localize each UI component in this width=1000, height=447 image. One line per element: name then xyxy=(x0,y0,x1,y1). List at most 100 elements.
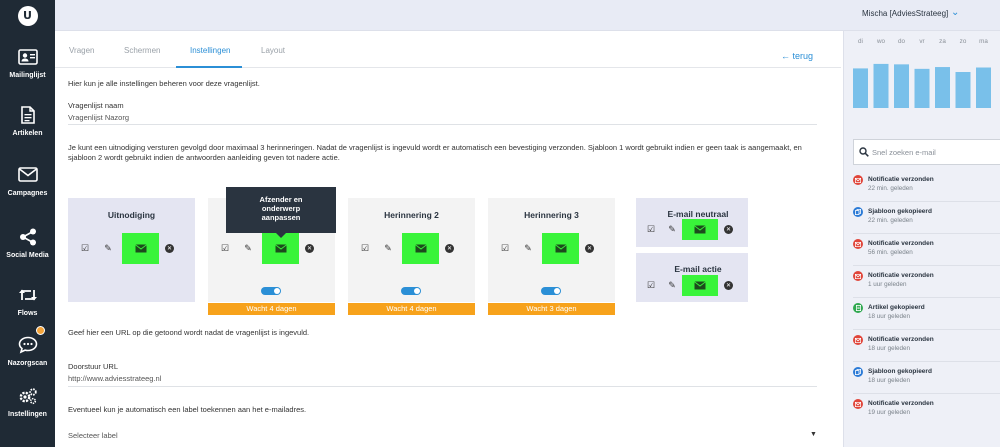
back-link[interactable]: ← terug xyxy=(781,51,813,61)
share-icon xyxy=(18,228,38,246)
tab-instellingen[interactable]: Instellingen xyxy=(190,46,231,55)
tab-vragen[interactable]: Vragen xyxy=(69,46,95,55)
check-square-icon[interactable]: ☑ xyxy=(80,243,90,253)
activity-title: Notificatie verzonden xyxy=(868,336,934,343)
activity-item[interactable]: Notificatie verzonden 18 uur geleden xyxy=(853,335,1000,362)
activity-item[interactable]: Sjabloon gekopieerd 18 uur geleden xyxy=(853,367,1000,394)
close-icon[interactable]: ✕ xyxy=(724,281,733,290)
activity-time: 22 min. geleden xyxy=(868,217,913,224)
activity-item[interactable]: Notificatie verzonden 19 uur geleden xyxy=(853,399,993,423)
pencil-icon[interactable]: ✎ xyxy=(104,243,112,253)
activity-time: 19 uur geleden xyxy=(868,409,911,416)
sidebar-item-flows[interactable]: Flows xyxy=(0,271,55,331)
card-actions: ☑ ✎ ✕ xyxy=(499,233,594,264)
close-icon[interactable]: ✕ xyxy=(724,225,733,234)
close-icon[interactable]: ✕ xyxy=(165,244,174,253)
sidebar-item-label: Campagnes xyxy=(7,189,48,197)
sidebar-item-label: Social Media xyxy=(6,251,49,259)
close-icon[interactable]: ✕ xyxy=(445,244,454,253)
label-select[interactable]: Selecteer label xyxy=(68,431,118,440)
quick-search xyxy=(853,139,1000,165)
user-name[interactable]: Mischa [AdviesStrateeg] xyxy=(862,9,949,18)
tooltip-line: onderwerp xyxy=(261,204,301,213)
notification-badge xyxy=(36,326,45,335)
wait-label: Wacht 4 dagen xyxy=(208,303,335,315)
chevron-down-icon[interactable]: ⌄ xyxy=(951,7,960,18)
activity-title: Sjabloon gekopieerd xyxy=(868,368,932,375)
sidebar-item-label: Artikelen xyxy=(12,129,43,137)
activity-item[interactable]: Notificatie verzonden 1 uur geleden xyxy=(853,271,1000,298)
activity-time: 18 uur geleden xyxy=(868,313,911,320)
card-toggle[interactable] xyxy=(541,287,561,295)
pencil-icon[interactable]: ✎ xyxy=(668,280,676,290)
retweet-icon xyxy=(18,286,38,304)
url-intro-text: Geef hier een URL op die getoond wordt n… xyxy=(68,328,310,337)
card-toggle[interactable] xyxy=(261,287,281,295)
check-square-icon[interactable]: ☑ xyxy=(646,280,656,290)
top-bar: U Mischa [AdviesStrateeg] ⌄ xyxy=(0,0,1000,31)
tab-bar: Vragen Schermen Instellingen Layout xyxy=(55,31,841,68)
check-square-icon[interactable]: ☑ xyxy=(360,243,370,253)
sidebar-item-mailinglijst[interactable]: Mailinglijst xyxy=(0,33,55,93)
sidebar-item-label: Nazorgscan xyxy=(7,359,48,367)
wait-label: Wacht 4 dagen xyxy=(348,303,475,315)
mail-template-button[interactable] xyxy=(122,233,159,264)
arrow-left-icon: ← xyxy=(781,51,790,61)
copy-icon xyxy=(853,367,863,377)
chart-bar xyxy=(976,67,991,108)
activity-divider xyxy=(853,297,1000,298)
name-field-label: Vragenlijst naam xyxy=(68,101,124,110)
check-square-icon[interactable]: ☑ xyxy=(220,243,230,253)
pencil-icon[interactable]: ✎ xyxy=(244,243,252,253)
close-icon[interactable]: ✕ xyxy=(585,244,594,253)
card-herinnering-3: Herinnering 3 ☑ ✎ ✕ xyxy=(488,198,615,302)
tooltip-line: aanpassen xyxy=(261,213,301,222)
tooltip: Afzender en onderwerp aanpassen xyxy=(226,187,336,238)
chat-bubble-icon xyxy=(18,336,38,354)
search-icon xyxy=(859,147,869,157)
pencil-icon[interactable]: ✎ xyxy=(384,243,392,253)
mail-template-button[interactable] xyxy=(262,233,299,264)
activity-item[interactable]: Notificatie verzonden 56 min. geleden xyxy=(853,239,1000,266)
activity-divider xyxy=(853,329,1000,330)
sidebar-item-campagnes[interactable]: Campagnes xyxy=(0,151,55,211)
name-field-input[interactable]: Vragenlijst Nazorg xyxy=(68,113,129,122)
app-logo[interactable]: U xyxy=(0,0,55,31)
check-square-icon[interactable]: ☑ xyxy=(500,243,510,253)
sidebar-item-instellingen[interactable]: Instellingen xyxy=(0,372,55,432)
pencil-icon[interactable]: ✎ xyxy=(668,224,676,234)
activity-divider xyxy=(853,265,1000,266)
close-icon[interactable]: ✕ xyxy=(305,244,314,253)
caret-down-icon[interactable]: ▼ xyxy=(810,431,817,438)
active-tab-indicator xyxy=(176,66,242,68)
sidebar-item-social-media[interactable]: Social Media xyxy=(0,213,55,273)
tab-schermen[interactable]: Schermen xyxy=(124,46,161,55)
document-icon xyxy=(853,303,863,313)
card-email-neutraal: E-mail neutraal ☑ ✎ ✕ xyxy=(636,198,748,247)
activity-title: Notificatie verzonden xyxy=(868,400,934,407)
mail-template-button[interactable] xyxy=(402,233,439,264)
activity-item[interactable]: Artikel gekopieerd 18 uur geleden xyxy=(853,303,1000,330)
activity-title: Notificatie verzonden xyxy=(868,272,934,279)
chart-bar xyxy=(894,64,909,108)
pencil-icon[interactable]: ✎ xyxy=(524,243,532,253)
search-input[interactable] xyxy=(872,145,992,159)
card-toggle[interactable] xyxy=(401,287,421,295)
label-intro-text: Eventueel kun je automatisch een label t… xyxy=(68,405,307,414)
mail-template-button[interactable] xyxy=(682,219,718,240)
url-field-input[interactable]: http://www.adviesstrateeg.nl xyxy=(68,374,162,383)
check-square-icon[interactable]: ☑ xyxy=(646,224,656,234)
card-uitnodiging: Uitnodiging ☑ ✎ ✕ xyxy=(68,198,195,302)
activity-item[interactable]: Notificatie verzonden 22 min. geleden xyxy=(853,175,1000,202)
chart-bar xyxy=(853,68,868,108)
sidebar-item-nazorgscan[interactable]: Nazorgscan xyxy=(0,321,55,381)
activity-time: 22 min. geleden xyxy=(868,185,913,192)
mail-template-button[interactable] xyxy=(542,233,579,264)
tab-layout[interactable]: Layout xyxy=(261,46,286,55)
activity-item[interactable]: Sjabloon gekopieerd 22 min. geleden xyxy=(853,207,1000,234)
sidebar-item-artikelen[interactable]: Artikelen xyxy=(0,91,55,151)
mail-template-button[interactable] xyxy=(682,275,718,296)
card-title: Herinnering 3 xyxy=(524,210,579,220)
envelope-icon xyxy=(853,239,863,249)
card-title: E-mail neutraal xyxy=(667,209,729,219)
